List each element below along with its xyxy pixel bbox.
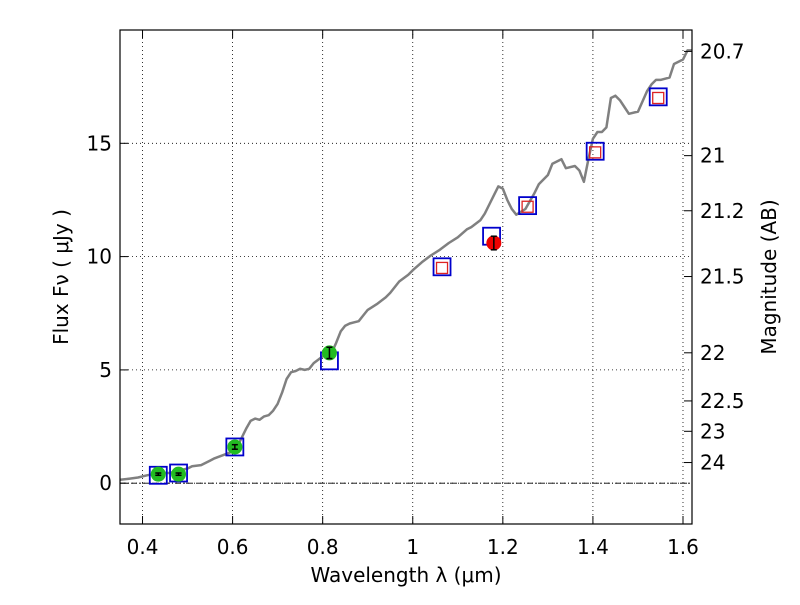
upper-limit-square [652, 91, 665, 105]
y-tick-label: 5 [99, 358, 112, 382]
model-photometry-square [648, 87, 668, 107]
x-axis-ticks: 0.4 0.6 0.8 1 1.2 1.4 1.6 [127, 30, 699, 559]
upper-limit-square [589, 146, 602, 159]
right-axis-ticks: 20.7 21 21.2 21.5 22 22.5 23 24 [684, 39, 745, 475]
right-tick-label: 23 [700, 419, 725, 443]
y-tick-label: 0 [99, 471, 112, 495]
right-tick-label: 21.2 [700, 199, 745, 223]
upper-limit-square [521, 200, 534, 213]
model-photometry-square [518, 196, 538, 216]
right-tick-label: 24 [700, 451, 725, 475]
model-sed-line [120, 49, 692, 482]
right-tick-label: 21.5 [700, 265, 745, 289]
y-tick-label: 10 [87, 245, 112, 269]
y-axis-label: Flux Fν ( μJy ) [49, 209, 73, 345]
y-axis-ticks: 0 5 10 15 [87, 131, 128, 495]
markers [148, 87, 668, 485]
model-photometry-square [585, 141, 605, 161]
right-tick-label: 21 [700, 144, 725, 168]
right-tick-label: 22.5 [700, 389, 745, 413]
x-tick-label: 0.4 [127, 535, 159, 559]
model-photometry-square [432, 257, 452, 277]
x-tick-label: 0.8 [307, 535, 339, 559]
x-tick-label: 1.4 [577, 535, 609, 559]
x-tick-label: 1.2 [487, 535, 519, 559]
x-tick-label: 1 [406, 535, 419, 559]
plot-content [120, 49, 692, 485]
model-photometry-square [225, 437, 245, 457]
y-tick-label: 15 [87, 131, 112, 155]
upper-limit-square [435, 261, 449, 275]
right-tick-label: 22 [700, 341, 725, 365]
right-tick-label: 20.7 [700, 39, 745, 63]
x-axis-label: Wavelength λ (μm) [310, 563, 501, 587]
x-tick-label: 0.6 [217, 535, 249, 559]
right-axis-label: Magnitude (AB) [757, 199, 781, 354]
x-tick-label: 1.6 [667, 535, 699, 559]
